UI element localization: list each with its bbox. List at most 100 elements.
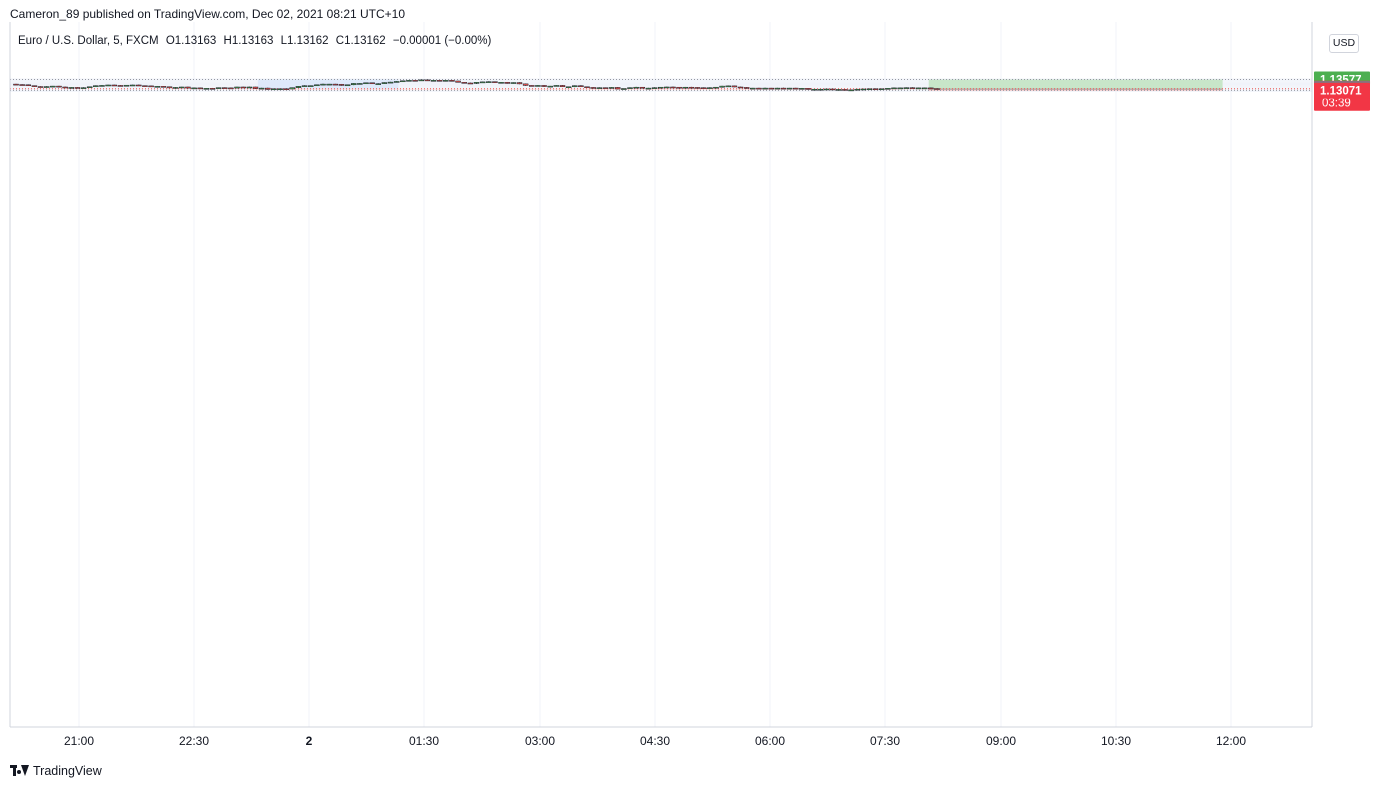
- candle-body: [836, 89, 842, 91]
- candle-body: [854, 88, 860, 91]
- candle-body: [252, 86, 259, 89]
- candle: [197, 87, 203, 90]
- candle-body: [295, 86, 302, 88]
- candle: [320, 83, 326, 86]
- candle: [479, 81, 486, 84]
- zone-long-target: [928, 79, 1223, 89]
- candle-body: [86, 86, 93, 89]
- candle: [455, 80, 461, 83]
- candle-body: [627, 87, 633, 89]
- candle: [375, 83, 382, 85]
- candle-body: [406, 80, 412, 82]
- candle: [842, 89, 848, 91]
- candle: [799, 87, 805, 90]
- candle-body: [860, 88, 867, 91]
- candle: [885, 88, 891, 90]
- candle: [74, 87, 81, 89]
- candle: [436, 80, 443, 82]
- time-tick-label: 2: [306, 734, 313, 748]
- candle-body: [277, 88, 283, 91]
- candle: [136, 84, 142, 87]
- candle: [553, 85, 560, 87]
- candle: [633, 86, 639, 89]
- candle: [443, 80, 449, 82]
- candle-body: [866, 88, 873, 91]
- candle: [68, 87, 75, 89]
- candle: [750, 87, 756, 90]
- candle-body: [762, 87, 768, 90]
- candle-body: [154, 86, 160, 88]
- candle: [510, 82, 517, 84]
- grid-lines: [10, 22, 1312, 727]
- candle-body: [43, 86, 50, 88]
- candle-body: [307, 85, 314, 87]
- candle: [768, 87, 774, 90]
- candle-body: [350, 83, 357, 86]
- publish-header: Cameron_89 published on TradingView.com,…: [10, 7, 406, 21]
- candle-body: [185, 86, 191, 89]
- footer-brand[interactable]: TradingView: [33, 764, 102, 778]
- candle-body: [492, 81, 498, 83]
- candle-body: [584, 86, 590, 89]
- candle: [903, 87, 910, 89]
- tradingview-logo-icon[interactable]: [10, 765, 29, 777]
- candle-body: [909, 87, 916, 89]
- candle: [897, 87, 903, 90]
- candle-body: [357, 83, 363, 85]
- candle: [228, 87, 234, 90]
- currency-button[interactable]: USD: [1329, 34, 1359, 53]
- candle: [461, 82, 467, 84]
- candle-body: [596, 87, 603, 89]
- candle: [357, 83, 363, 85]
- candle: [400, 80, 406, 83]
- candle-body: [246, 86, 253, 89]
- candle: [878, 88, 885, 91]
- candle: [412, 79, 418, 82]
- candle: [234, 86, 240, 89]
- candle: [700, 87, 707, 89]
- candle-body: [928, 87, 934, 90]
- candle: [516, 82, 523, 85]
- time-tick-label: 12:00: [1216, 734, 1246, 748]
- candle-body: [571, 85, 578, 88]
- candle: [780, 87, 787, 90]
- candle-body: [222, 87, 228, 89]
- candle-body: [878, 88, 885, 91]
- candle: [148, 85, 154, 88]
- candle-body: [387, 81, 394, 84]
- candle-body: [50, 85, 56, 88]
- candle: [172, 87, 179, 89]
- candle-body: [676, 86, 682, 89]
- candle-body: [136, 84, 142, 87]
- candle: [860, 88, 867, 91]
- candle: [762, 87, 768, 90]
- candle: [166, 86, 173, 89]
- candle: [338, 83, 345, 86]
- legend-symbol[interactable]: Euro / U.S. Dollar, 5, FXCM: [18, 35, 159, 47]
- time-tick-label: 04:30: [640, 734, 670, 748]
- candle-body: [430, 80, 437, 82]
- candle: [418, 79, 424, 82]
- candle-body: [289, 87, 296, 90]
- candle: [344, 84, 351, 87]
- candle-body: [56, 85, 62, 88]
- candle: [928, 87, 934, 90]
- candle-body: [559, 85, 566, 88]
- candle-body: [621, 88, 627, 90]
- candle-body: [344, 84, 351, 87]
- candle: [602, 87, 609, 89]
- candle-body: [338, 84, 345, 86]
- candle-body: [62, 86, 68, 89]
- candle-body: [670, 86, 676, 89]
- candle-body: [142, 85, 148, 87]
- candle-body: [13, 83, 19, 86]
- candle-body: [240, 86, 246, 89]
- candle-body: [743, 87, 750, 89]
- candle-body: [363, 82, 369, 85]
- candle-body: [301, 85, 308, 87]
- candle: [246, 86, 253, 89]
- candle: [277, 88, 283, 91]
- candle: [203, 88, 210, 90]
- candle: [80, 87, 87, 89]
